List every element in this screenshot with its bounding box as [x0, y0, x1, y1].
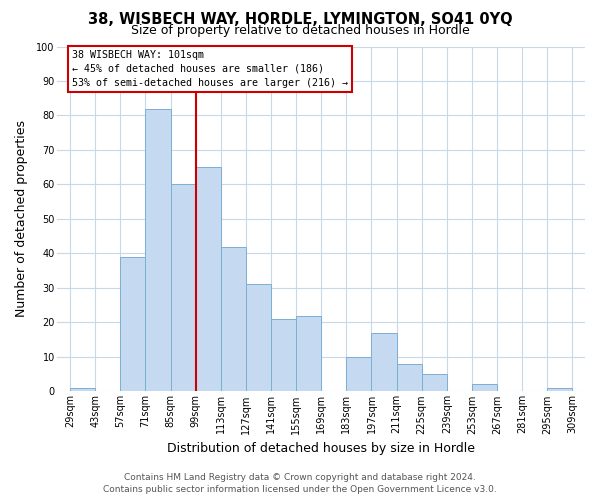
Bar — [120, 257, 145, 392]
Bar — [170, 184, 196, 392]
Bar — [296, 316, 321, 392]
Bar — [346, 357, 371, 392]
Bar — [271, 319, 296, 392]
Text: 38, WISBECH WAY, HORDLE, LYMINGTON, SO41 0YQ: 38, WISBECH WAY, HORDLE, LYMINGTON, SO41… — [88, 12, 512, 28]
Bar — [221, 246, 246, 392]
Bar — [70, 388, 95, 392]
Bar — [422, 374, 447, 392]
Bar — [145, 108, 170, 392]
Bar — [547, 388, 572, 392]
Bar — [371, 333, 397, 392]
Bar — [196, 167, 221, 392]
Y-axis label: Number of detached properties: Number of detached properties — [15, 120, 28, 318]
Bar — [246, 284, 271, 392]
Bar — [397, 364, 422, 392]
X-axis label: Distribution of detached houses by size in Hordle: Distribution of detached houses by size … — [167, 442, 475, 455]
Text: 38 WISBECH WAY: 101sqm
← 45% of detached houses are smaller (186)
53% of semi-de: 38 WISBECH WAY: 101sqm ← 45% of detached… — [72, 50, 348, 88]
Bar — [472, 384, 497, 392]
Text: Contains HM Land Registry data © Crown copyright and database right 2024.
Contai: Contains HM Land Registry data © Crown c… — [103, 472, 497, 494]
Text: Size of property relative to detached houses in Hordle: Size of property relative to detached ho… — [131, 24, 469, 37]
